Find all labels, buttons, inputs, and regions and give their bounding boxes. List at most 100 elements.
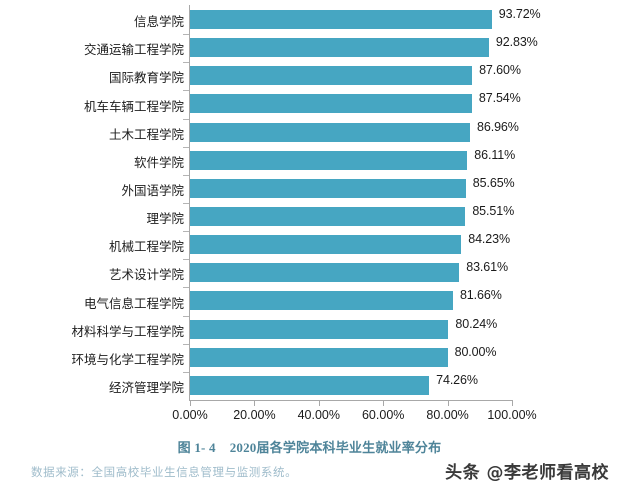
bar-track bbox=[190, 94, 512, 114]
y-axis-tick bbox=[183, 34, 189, 36]
y-axis-tick bbox=[183, 287, 189, 289]
bar-fill bbox=[190, 319, 449, 339]
bar-fill bbox=[190, 178, 466, 198]
bar-row: 87.54% bbox=[190, 90, 521, 118]
category-label: 材料科学与工程学院 bbox=[71, 323, 184, 339]
y-axis-tick bbox=[183, 315, 189, 317]
bar-value-label: 74.26% bbox=[436, 372, 478, 387]
category-label: 环境与化学工程学院 bbox=[71, 351, 184, 367]
bar-fill bbox=[190, 66, 473, 86]
bar-value-label: 85.65% bbox=[472, 175, 515, 190]
bar-value-label: 80.00% bbox=[454, 344, 497, 359]
y-axis-tick bbox=[183, 371, 189, 373]
category-label: 交通运输工程学院 bbox=[83, 42, 184, 58]
x-axis-tick-label: 20.00% bbox=[233, 408, 276, 422]
bar-fill bbox=[190, 347, 448, 367]
category-label: 机械工程学院 bbox=[108, 239, 184, 255]
bar-track bbox=[190, 10, 512, 29]
y-axis-tick bbox=[183, 174, 189, 176]
category-label: 电气信息工程学院 bbox=[83, 295, 184, 311]
bar-fill bbox=[190, 122, 470, 142]
y-axis-tick bbox=[183, 231, 189, 233]
bar-fill bbox=[190, 150, 468, 170]
bar-track bbox=[190, 122, 512, 142]
bar-row: 86.11% bbox=[190, 147, 516, 175]
bar-value-label: 86.11% bbox=[474, 147, 516, 162]
bar-row: 84.23% bbox=[190, 231, 512, 259]
bar-fill bbox=[190, 291, 453, 311]
y-axis-tick bbox=[183, 62, 189, 64]
x-axis-tick bbox=[447, 401, 449, 406]
category-label: 机车车辆工程学院 bbox=[83, 98, 184, 114]
bar-value-label: 87.60% bbox=[479, 63, 521, 78]
category-label: 软件学院 bbox=[133, 154, 184, 170]
y-axis-tick bbox=[183, 343, 189, 345]
x-axis-tick bbox=[512, 401, 513, 406]
bar-row: 80.00% bbox=[190, 344, 512, 372]
source-note: 数据来源：全国高校毕业生信息管理与监测系统。 bbox=[31, 465, 298, 479]
bar-track bbox=[190, 319, 512, 339]
figure-year: 2020 bbox=[229, 440, 257, 455]
bar-row: 85.51% bbox=[190, 203, 515, 231]
x-axis-tick-label: 0.00% bbox=[172, 408, 208, 422]
category-label: 经济管理学院 bbox=[108, 379, 184, 395]
x-axis-line bbox=[189, 400, 513, 401]
x-axis-tick-label: 60.00% bbox=[361, 408, 405, 422]
x-axis-tick bbox=[318, 401, 320, 406]
bar-value-label: 85.51% bbox=[472, 204, 515, 218]
category-label: 外国语学院 bbox=[121, 182, 184, 198]
bar-value-label: 81.66% bbox=[459, 288, 502, 303]
figure-caption: 图 1- 4 2020届各学院本科毕业生就业率分布 bbox=[0, 437, 619, 456]
bar-fill bbox=[190, 235, 462, 255]
bar-row: 80.24% bbox=[190, 316, 512, 344]
category-label: 理学院 bbox=[146, 211, 184, 227]
bar-row: 81.66% bbox=[190, 287, 512, 315]
bar-track bbox=[190, 178, 512, 198]
bar-row: 74.26% bbox=[190, 372, 512, 400]
bar-value-label: 87.54% bbox=[478, 91, 521, 106]
bar-row: 86.96% bbox=[190, 119, 519, 147]
figure-number: 图 1- 4 bbox=[177, 440, 216, 455]
bar-fill bbox=[190, 207, 466, 226]
bar-value-label: 86.96% bbox=[477, 119, 519, 134]
y-axis-tick bbox=[183, 118, 189, 120]
bar-track bbox=[190, 207, 512, 226]
bar-value-label: 80.24% bbox=[455, 316, 498, 331]
category-label: 艺术设计学院 bbox=[108, 267, 184, 283]
category-label: 土木工程学院 bbox=[108, 126, 184, 142]
y-axis-tick bbox=[183, 90, 189, 92]
bar-row: 83.61% bbox=[190, 259, 512, 287]
x-axis-tick-label: 80.00% bbox=[426, 408, 469, 422]
y-axis-tick bbox=[183, 146, 189, 148]
bar-row: 92.83% bbox=[190, 34, 538, 62]
y-axis-tick bbox=[183, 259, 189, 261]
bar-row: 85.65% bbox=[190, 175, 515, 203]
bar-value-label: 93.72% bbox=[498, 7, 541, 21]
x-axis-tick bbox=[383, 401, 385, 406]
x-axis-tick bbox=[254, 401, 256, 406]
category-label: 国际教育学院 bbox=[108, 70, 184, 86]
y-axis-line bbox=[189, 5, 190, 401]
bar-track bbox=[190, 235, 512, 255]
bar-value-label: 83.61% bbox=[466, 260, 509, 275]
bar-value-label: 84.23% bbox=[468, 232, 511, 247]
bar-fill bbox=[190, 375, 430, 395]
x-axis-tick bbox=[190, 401, 191, 406]
bar-track bbox=[190, 38, 512, 58]
bar-fill bbox=[190, 263, 460, 283]
bar-fill bbox=[190, 38, 489, 58]
bar-track bbox=[190, 347, 512, 367]
plot-area: 93.72% 92.83% 87.60% 87.54% 86.96% 86.11% 85.6… bbox=[190, 6, 541, 400]
x-axis-tick-label: 40.00% bbox=[297, 408, 340, 422]
bar-track bbox=[190, 375, 512, 395]
bar-row: 87.60% bbox=[190, 62, 521, 90]
bar-track bbox=[190, 66, 512, 86]
bar-track bbox=[190, 263, 512, 283]
category-label: 信息学院 bbox=[133, 14, 184, 30]
y-axis-tick bbox=[183, 203, 189, 204]
bar-track bbox=[190, 291, 512, 311]
employment-rate-bar-chart: 93.72% 92.83% 87.60% 87.54% 86.96% 86.11% 85.6… bbox=[71, 5, 541, 422]
bar-track bbox=[190, 150, 512, 170]
bar-fill bbox=[190, 10, 492, 29]
bar-fill bbox=[190, 94, 472, 114]
